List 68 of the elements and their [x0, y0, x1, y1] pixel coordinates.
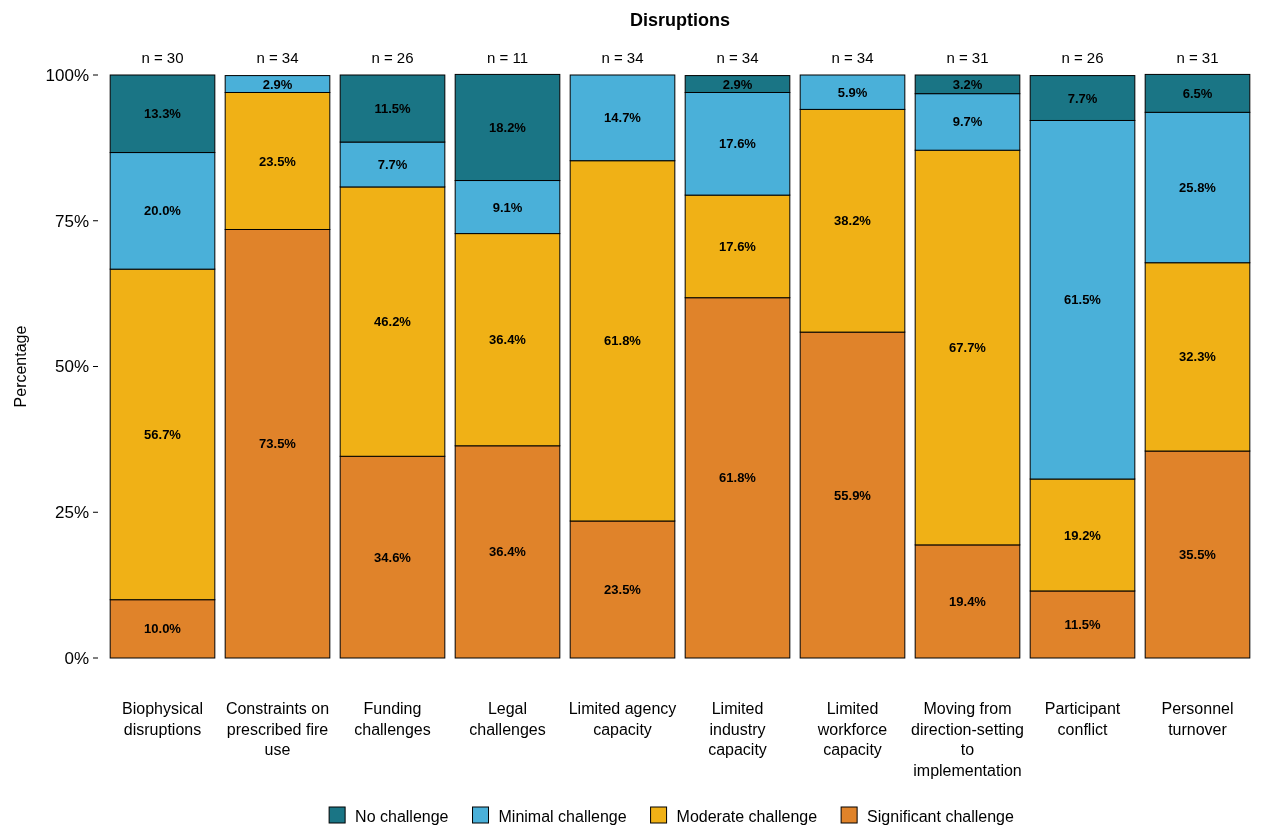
data-label: 61.8% [604, 333, 642, 349]
legend-label: Moderate challenge [676, 807, 818, 825]
x-tick-label: Limited workforce capacity [816, 700, 888, 758]
data-label: 73.5% [259, 436, 297, 452]
x-tick-label: Legal challenges [469, 700, 546, 738]
data-label: 56.7% [144, 426, 182, 442]
annotation: n = 34 [256, 49, 299, 66]
x-tick-label: Limited agency capacity [568, 700, 677, 738]
data-label: 13.3% [144, 106, 182, 122]
data-label: 35.5% [1179, 547, 1217, 563]
data-label: 9.7% [952, 114, 983, 130]
data-label: 2.9% [262, 76, 293, 92]
chart-title: Disruptions [629, 10, 731, 30]
x-tick-label: Limited industry capacity [708, 700, 767, 758]
data-label: 7.7% [377, 157, 408, 173]
data-label: 55.9% [834, 487, 872, 503]
data-label: 23.5% [259, 153, 297, 169]
data-label: 6.5% [1182, 85, 1213, 101]
x-tick-label: Participant conflict [1044, 700, 1121, 738]
data-label: 10.0% [144, 621, 182, 637]
data-label: 25.8% [1179, 180, 1217, 196]
data-label: 5.9% [837, 84, 868, 100]
x-tick-label: Biophysical disruptions [122, 700, 203, 738]
data-label: 23.5% [604, 582, 642, 598]
y-axis-title: Percentage [12, 325, 29, 408]
annotation: n = 31 [1176, 49, 1219, 66]
x-tick-label: Moving from direction-setting to implementation [911, 700, 1024, 779]
data-label: 17.6% [719, 238, 757, 254]
data-label: 11.5% [1064, 617, 1102, 633]
annotation: n = 26 [371, 49, 414, 66]
y-tick-label: 0% [64, 648, 89, 668]
data-label: 2.9% [722, 76, 753, 92]
y-tick-label: 100% [45, 65, 89, 85]
data-label: 11.5% [374, 101, 412, 117]
x-tick-label: Personnel turnover [1161, 700, 1234, 738]
data-label: 36.4% [489, 544, 527, 560]
annotation: n = 11 [486, 49, 529, 66]
legend-label: No challenge [355, 807, 449, 825]
x-tick-label: Funding challenges [354, 700, 431, 738]
legend-label: Minimal challenge [498, 807, 627, 825]
annotation: n = 34 [831, 49, 874, 66]
y-tick-label: 75% [54, 211, 89, 231]
data-label: 46.2% [374, 314, 412, 330]
data-label: 19.2% [1064, 527, 1102, 543]
data-label: 19.4% [949, 594, 987, 609]
data-label: 38.2% [834, 213, 872, 229]
annotation: n = 26 [1061, 49, 1104, 66]
annotation: n = 34 [716, 49, 759, 66]
y-tick-label: 50% [54, 357, 89, 377]
data-label: 67.7% [949, 340, 987, 356]
y-tick-label: 25% [54, 503, 89, 523]
data-label: 32.3% [1179, 349, 1217, 365]
data-label: 3.2% [952, 76, 983, 92]
annotation: n = 34 [601, 49, 644, 66]
data-label: 17.6% [719, 136, 757, 152]
data-label: 14.7% [604, 110, 642, 126]
data-label: 61.8% [719, 470, 757, 486]
data-label: 9.1% [492, 199, 523, 215]
annotation: n = 30 [141, 49, 184, 66]
data-label: 61.5% [1064, 292, 1102, 308]
data-label: 34.6% [374, 549, 412, 565]
legend-label: Significant challenge [867, 807, 1014, 825]
x-tick-label: Constraints on prescribed fire use [225, 700, 330, 758]
data-label: 18.2% [489, 120, 527, 136]
annotation: n = 31 [946, 49, 989, 66]
data-label: 7.7% [1067, 90, 1098, 106]
data-label: 20.0% [144, 203, 182, 219]
data-label: 36.4% [489, 332, 527, 348]
